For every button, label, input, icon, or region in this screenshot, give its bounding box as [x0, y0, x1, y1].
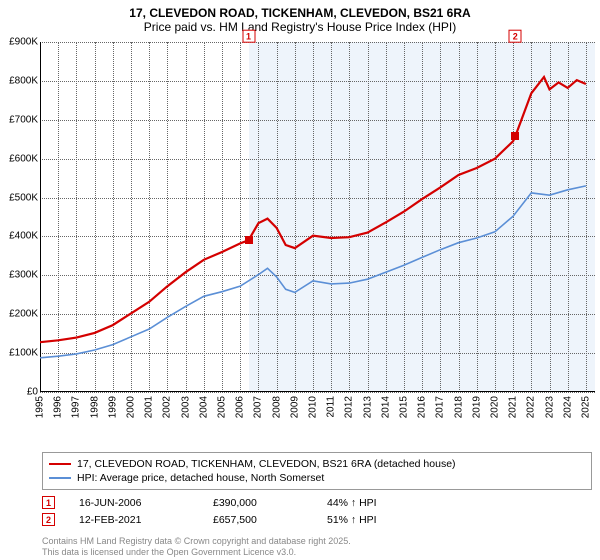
y-tick-label: £500K — [9, 192, 38, 203]
x-tick-label: 1999 — [107, 396, 118, 418]
attribution-line1: Contains HM Land Registry data © Crown c… — [42, 536, 351, 547]
x-tick-label: 2022 — [526, 396, 537, 418]
x-tick-label: 1998 — [89, 396, 100, 418]
legend-row-price: 17, CLEVEDON ROAD, TICKENHAM, CLEVEDON, … — [49, 457, 585, 471]
sale-price: £390,000 — [213, 497, 303, 509]
x-tick-label: 2016 — [417, 396, 428, 418]
x-tick-label: 2015 — [398, 396, 409, 418]
y-tick-label: £100K — [9, 348, 38, 359]
y-tick-label: £800K — [9, 75, 38, 86]
x-tick-label: 2009 — [289, 396, 300, 418]
x-tick-label: 2005 — [216, 396, 227, 418]
x-tick-label: 2020 — [489, 396, 500, 418]
x-tick-label: 1996 — [53, 396, 64, 418]
sale-diff: 44% ↑ HPI — [327, 497, 437, 509]
sale-marker-flag: 2 — [509, 30, 522, 43]
y-tick-label: £200K — [9, 309, 38, 320]
x-tick-label: 2002 — [162, 396, 173, 418]
sale-marker-point — [245, 236, 253, 244]
attribution: Contains HM Land Registry data © Crown c… — [42, 536, 351, 558]
y-tick-label: £400K — [9, 231, 38, 242]
title-address: 17, CLEVEDON ROAD, TICKENHAM, CLEVEDON, … — [0, 6, 600, 20]
x-tick-label: 2013 — [362, 396, 373, 418]
x-tick-label: 2014 — [380, 396, 391, 418]
legend-row-hpi: HPI: Average price, detached house, Nort… — [49, 471, 585, 485]
x-tick-label: 2012 — [344, 396, 355, 418]
y-tick-label: £600K — [9, 153, 38, 164]
x-tick-label: 2011 — [326, 396, 337, 418]
x-tick-label: 2024 — [562, 396, 573, 418]
x-tick-label: 2025 — [580, 396, 591, 418]
x-tick-label: 2003 — [180, 396, 191, 418]
series-price_paid — [40, 77, 586, 342]
plot-area: 12 — [40, 42, 595, 392]
legend-label-hpi: HPI: Average price, detached house, Nort… — [77, 472, 324, 484]
x-tick-label: 2019 — [471, 396, 482, 418]
x-tick-label: 2008 — [271, 396, 282, 418]
chart-lines-svg — [40, 42, 595, 392]
sale-date: 12-FEB-2021 — [79, 514, 189, 526]
sale-diff: 51% ↑ HPI — [327, 514, 437, 526]
x-tick-label: 2001 — [144, 396, 155, 418]
sale-marker-icon: 2 — [42, 513, 55, 526]
y-axis: £0£100K£200K£300K£400K£500K£600K£700K£80… — [0, 42, 40, 392]
y-tick-label: £300K — [9, 270, 38, 281]
sale-row: 2 12-FEB-2021 £657,500 51% ↑ HPI — [42, 511, 592, 528]
legend-label-price: 17, CLEVEDON ROAD, TICKENHAM, CLEVEDON, … — [77, 458, 456, 470]
x-tick-label: 2007 — [253, 396, 264, 418]
y-tick-label: £700K — [9, 114, 38, 125]
sale-marker-point — [511, 132, 519, 140]
sale-row: 1 16-JUN-2006 £390,000 44% ↑ HPI — [42, 494, 592, 511]
sale-marker-flag: 1 — [242, 30, 255, 43]
legend-swatch-price — [49, 463, 71, 466]
legend: 17, CLEVEDON ROAD, TICKENHAM, CLEVEDON, … — [42, 452, 592, 490]
x-tick-label: 2004 — [198, 396, 209, 418]
sale-date: 16-JUN-2006 — [79, 497, 189, 509]
x-tick-label: 2010 — [307, 396, 318, 418]
sale-price: £657,500 — [213, 514, 303, 526]
legend-swatch-hpi — [49, 477, 71, 480]
x-tick-label: 1995 — [35, 396, 46, 418]
x-tick-label: 2018 — [453, 396, 464, 418]
x-axis: 1995199619971998199920002001200220032004… — [40, 392, 595, 422]
sales-table: 1 16-JUN-2006 £390,000 44% ↑ HPI 2 12-FEB-202… — [42, 494, 592, 528]
x-tick-label: 1997 — [71, 396, 82, 418]
x-tick-label: 2017 — [435, 396, 446, 418]
sale-marker-icon: 1 — [42, 496, 55, 509]
x-tick-label: 2000 — [125, 396, 136, 418]
chart: £0£100K£200K£300K£400K£500K£600K£700K£80… — [0, 42, 600, 422]
series-hpi — [40, 186, 586, 358]
y-tick-label: £900K — [9, 37, 38, 48]
attribution-line2: This data is licensed under the Open Gov… — [42, 547, 351, 558]
x-tick-label: 2006 — [235, 396, 246, 418]
x-tick-label: 2021 — [508, 396, 519, 418]
x-tick-label: 2023 — [544, 396, 555, 418]
